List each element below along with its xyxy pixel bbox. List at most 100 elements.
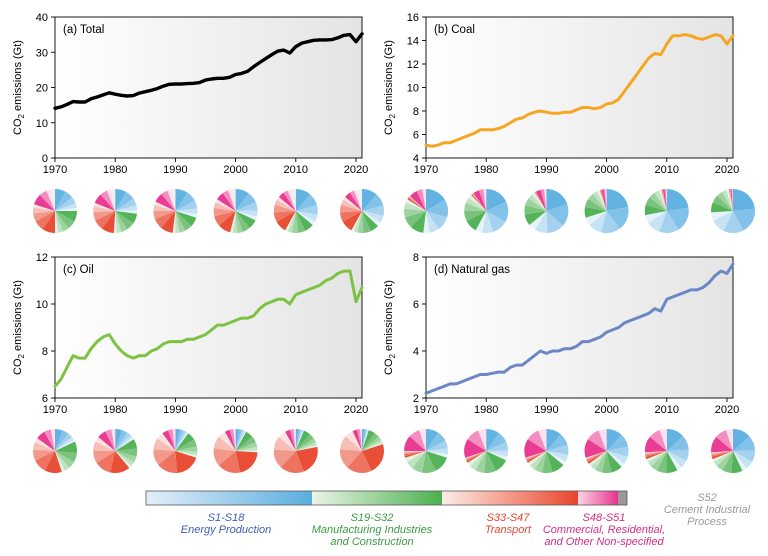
- pie-slice-manufacturing: [115, 448, 138, 457]
- pie-slice-energy: [362, 211, 381, 227]
- pie-slice-transport: [273, 449, 296, 468]
- pie-slice-commercial: [98, 431, 116, 451]
- pie-slice-transport: [408, 196, 426, 211]
- pie-slice-transport: [585, 451, 607, 460]
- legend-manufacturing-code: S19-S32: [351, 512, 394, 524]
- x-tick-label: 2000: [223, 404, 247, 416]
- pie-slice-energy: [546, 451, 566, 466]
- pie-slice-energy: [235, 211, 257, 221]
- pie-slice-manufacturing: [468, 194, 487, 211]
- pie-slice-energy: [529, 211, 547, 230]
- pie-slice-manufacturing: [115, 211, 128, 233]
- pie-slice-commercial: [37, 431, 55, 451]
- pie-slice-energy: [295, 204, 318, 215]
- x-tick-label: 1970: [414, 404, 438, 416]
- pie-slice-energy: [606, 434, 629, 451]
- pie-slice-energy: [486, 189, 507, 211]
- pie-slice-transport: [215, 199, 236, 211]
- pie-slice-transport: [340, 211, 362, 222]
- pie-slice-commercial: [155, 194, 176, 211]
- pie-slice-transport: [729, 189, 733, 211]
- pie-slice-commercial: [222, 190, 236, 211]
- pie-slice-energy: [362, 429, 366, 451]
- pie-slice-transport: [157, 433, 176, 451]
- pie-slice-manufacturing: [362, 439, 383, 451]
- pie-slice-commercial: [352, 429, 362, 451]
- pie-slice-transport: [535, 191, 547, 211]
- series-line-coal: [424, 33, 735, 148]
- pie-slice-manufacturing: [722, 190, 733, 211]
- pie-slice-transport: [95, 436, 116, 451]
- pie-slice-transport: [466, 451, 487, 463]
- y-tick-label: 12: [407, 59, 419, 71]
- pie-slice-manufacturing: [595, 451, 607, 473]
- pie-slice-manufacturing: [658, 189, 667, 211]
- pie-slice-commercial: [353, 189, 362, 211]
- pie-slice-transport: [154, 211, 176, 228]
- pie-slice-commercial: [161, 190, 176, 211]
- pie-slice-manufacturing: [55, 451, 77, 463]
- panel-title: (a) Total: [63, 24, 104, 36]
- legend-manufacturing-name-2: and Construction: [330, 536, 413, 548]
- pie-oil-1990: [153, 428, 198, 473]
- pie-slice-energy: [362, 429, 369, 451]
- pie-slice-manufacturing: [404, 202, 426, 211]
- x-tick-label: 2010: [655, 164, 679, 176]
- y-tick-label: 8: [413, 106, 419, 118]
- pie-slice-energy: [115, 437, 134, 451]
- pie-slice-transport: [466, 451, 487, 462]
- pie-slice-commercial: [731, 189, 733, 211]
- pie-slice-energy: [486, 429, 500, 451]
- pie-slice-manufacturing: [175, 211, 197, 226]
- pie-slice-commercial: [46, 189, 55, 211]
- pie-coal-1990: [524, 189, 569, 233]
- pie-slice-energy: [659, 211, 679, 234]
- pie-slice-manufacturing: [362, 442, 383, 451]
- pie-slice-commercial: [356, 429, 362, 451]
- pie-slice-energy: [733, 208, 756, 231]
- pie-slice-manufacturing: [592, 191, 607, 211]
- pie-slice-manufacturing: [403, 208, 426, 218]
- pie-slice-commercial: [106, 189, 116, 211]
- pie-slice-energy: [362, 211, 384, 223]
- pie-slice-transport: [235, 451, 258, 473]
- pie-slice-manufacturing: [230, 211, 236, 233]
- pie-slice-commercial: [409, 191, 426, 211]
- pie-slice-manufacturing: [588, 451, 607, 467]
- pie-slice-commercial: [467, 430, 487, 451]
- pie-slice-cement: [290, 189, 296, 211]
- pie-slice-commercial: [278, 192, 296, 211]
- pie-slice-manufacturing: [528, 194, 547, 211]
- pie-slice-energy: [546, 444, 569, 455]
- pie-slice-commercial: [349, 190, 362, 211]
- pie-slice-transport: [526, 451, 547, 463]
- pie-slice-energy: [546, 429, 561, 451]
- pie-slice-manufacturing: [529, 451, 547, 470]
- x-tick-label: 1970: [414, 164, 438, 176]
- pie-slice-energy: [666, 451, 682, 471]
- pie-slice-manufacturing: [712, 451, 733, 462]
- legend-bar-transport: [442, 491, 578, 505]
- pie-slice-transport: [534, 192, 547, 211]
- pie-slice-manufacturing: [534, 451, 547, 473]
- pie-slice-energy: [423, 211, 430, 234]
- pie-slice-energy: [235, 201, 258, 211]
- pie-slice-commercial: [524, 439, 547, 458]
- y-tick-label: 2: [413, 393, 419, 405]
- pie-slice-energy: [666, 429, 684, 451]
- pie-slice-energy: [295, 428, 299, 451]
- pie-slice-energy: [486, 211, 506, 232]
- pie-slice-transport: [404, 451, 426, 453]
- y-tick-label: 12: [36, 252, 48, 264]
- pie-slice-manufacturing: [232, 211, 238, 233]
- pie-slice-transport: [535, 191, 547, 211]
- y-tick-label: 20: [36, 83, 48, 95]
- plot-frame: [425, 256, 734, 399]
- pie-slice-manufacturing: [525, 198, 547, 211]
- x-tick-label: 1990: [534, 164, 558, 176]
- pie-slice-commercial: [710, 436, 733, 453]
- x-tick-label: 1990: [163, 404, 187, 416]
- legend-commercial-name-2: and Other Non-specified: [544, 536, 664, 548]
- pie-slice-commercial: [644, 436, 667, 453]
- pie-slice-manufacturing: [295, 438, 316, 451]
